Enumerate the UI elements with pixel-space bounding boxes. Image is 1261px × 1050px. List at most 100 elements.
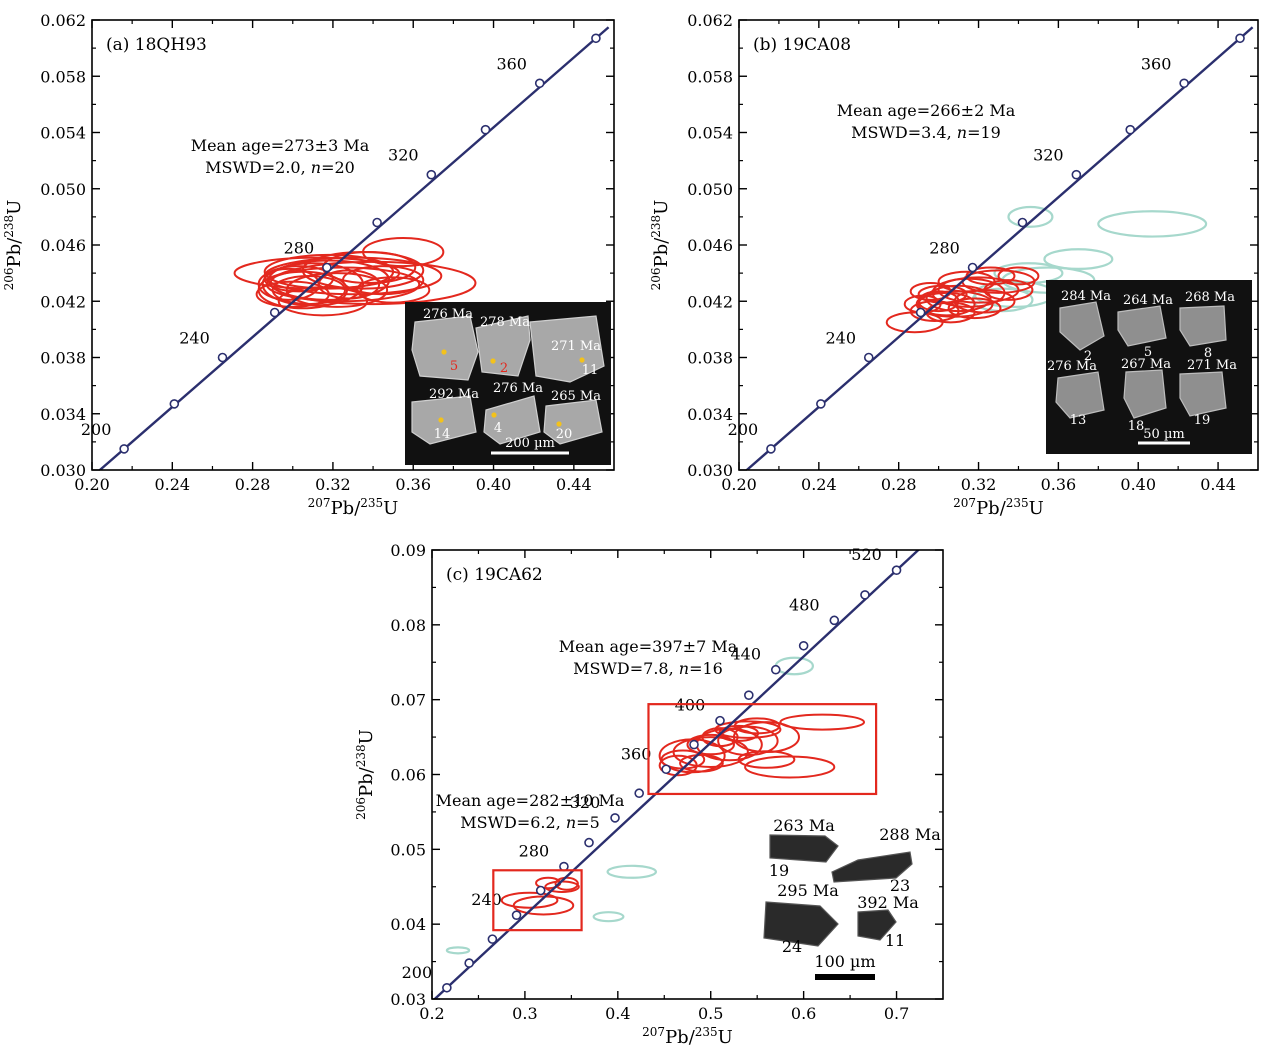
zircon-grain (769, 834, 839, 863)
data-ellipse (679, 754, 724, 773)
grain-age-label: 264 Ma (1123, 293, 1173, 308)
data-ellipse (915, 290, 994, 318)
x-tick-label: 0.44 (1200, 475, 1236, 494)
zircon-grain (411, 395, 477, 445)
zircon-grain (831, 851, 913, 883)
y-tick-label: 0.042 (687, 292, 733, 311)
x-tick-label: 0.36 (395, 475, 431, 494)
concordia-line (98, 26, 610, 470)
concordia-age-marker (915, 307, 926, 318)
y-tick-label: 0.058 (687, 67, 733, 86)
x-tick-label: 0.24 (801, 475, 837, 494)
data-ellipse (263, 265, 334, 293)
concordia-age-marker (863, 352, 874, 363)
y-tick-label: 0.08 (390, 616, 426, 635)
y-tick-label: 0.050 (687, 180, 733, 199)
y-axis-title: 206Pb/238U (354, 729, 377, 820)
x-tick-label: 0.24 (154, 475, 190, 494)
y-tick-label: 0.034 (687, 405, 733, 424)
concordia-age-marker (1017, 217, 1028, 228)
analysis-spot (438, 417, 444, 423)
analysis-spot (490, 358, 496, 364)
concordia-age-label: 240 (179, 329, 210, 348)
data-ellipse (714, 720, 782, 739)
zircon-grain (1179, 371, 1227, 417)
y-axis-title: 206Pb/238U (649, 200, 672, 291)
concordia-age-label: 280 (929, 239, 960, 258)
data-ellipse (718, 724, 760, 742)
concordia-age-marker (1235, 33, 1245, 44)
concordia (433, 550, 921, 999)
concordia-age-marker (217, 352, 228, 363)
y-tick-label: 0.034 (40, 405, 86, 424)
zircon-grain (1123, 369, 1167, 419)
x-tick-label: 0.5 (698, 1004, 723, 1023)
zircon-grain (411, 315, 479, 381)
grain-age-label: 292 Ma (429, 387, 479, 402)
x-tick-label: 0.44 (556, 475, 592, 494)
panel-b-cl-inset: 284 Ma 2 264 Ma 5 268 Ma 8 276 Ma 13 267 Ma 18 271… (1046, 280, 1252, 454)
scale-bar-label: 50 µm (1143, 427, 1184, 442)
concordia-age-marker (442, 982, 452, 993)
y-tick-label: 0.058 (40, 67, 86, 86)
panel-label: (a) 18QH93 (106, 35, 207, 55)
data-ellipse (983, 279, 1034, 301)
x-tick-label: 0.28 (881, 475, 917, 494)
scale-bar-label: 200 µm (505, 436, 555, 451)
scale-bar-label: 100 µm (814, 952, 875, 971)
discordant-ellipse (1043, 248, 1114, 271)
concordia-age-marker (480, 124, 491, 135)
concordia-age-label: 280 (519, 842, 550, 861)
concordia-age-marker (1179, 78, 1189, 89)
concordia-age-marker (119, 444, 129, 454)
spot-number: 19 (769, 861, 789, 880)
concordia-age-marker (584, 837, 594, 848)
discordant-ellipse (445, 946, 471, 955)
y-tick-label: 0.042 (40, 292, 86, 311)
concordia-age-marker (860, 590, 870, 600)
panel-a-cl-inset: 276 Ma 5 278 Ma 2 271 Ma 11 292 Ma 14 276 Ma 4 265… (405, 302, 611, 465)
zircon-grain (475, 315, 531, 377)
concordia-age-marker (426, 169, 437, 180)
concordia-age-marker (770, 664, 781, 675)
x-axis-title: 207Pb/235U (308, 496, 399, 519)
spot-number: 11 (885, 931, 905, 950)
y-tick-label: 0.038 (687, 349, 733, 368)
concordia-age-marker (591, 33, 601, 44)
concordia-age-marker (535, 885, 546, 896)
concordia-line (433, 550, 921, 999)
concordia-age-marker (715, 715, 725, 726)
concordia-age-marker (1071, 169, 1082, 180)
y-tick-label: 0.062 (687, 11, 733, 30)
grain-age-label: 268 Ma (1185, 290, 1235, 305)
spot-number: 4 (494, 421, 502, 436)
x-tick-label: 0.7 (884, 1004, 909, 1023)
concordia-age-marker (372, 217, 382, 228)
y-tick-label: 0.05 (390, 840, 426, 859)
concordia-age-marker (534, 78, 545, 89)
spot-number: 19 (1194, 413, 1211, 428)
data-ellipse (737, 750, 796, 769)
y-tick-label: 0.062 (40, 11, 86, 30)
mean-age-text-2: Mean age=282±10 Ma (436, 791, 625, 810)
concordia-age-marker (610, 813, 620, 823)
grain-age-label: 392 Ma (857, 893, 919, 912)
concordia-age-label: 320 (570, 793, 601, 812)
concordia-age-marker (891, 565, 902, 576)
grain-age-label: 271 Ma (551, 339, 601, 354)
zircon-grain (1059, 301, 1105, 351)
concordia-age-marker (322, 262, 332, 273)
y-tick-label: 0.046 (40, 236, 86, 255)
spot-number: 18 (1128, 419, 1145, 434)
zircon-grain (1117, 305, 1167, 347)
data-ellipses (885, 205, 1208, 334)
y-tick-label: 0.054 (687, 124, 733, 143)
concordia-age-label: 320 (388, 146, 419, 165)
data-ellipse (917, 284, 968, 304)
data-ellipse (686, 733, 735, 756)
spot-number: 2 (1084, 349, 1092, 364)
grain-age-label: 276 Ma (423, 307, 473, 322)
x-tick-label: 0.3 (512, 1004, 537, 1023)
